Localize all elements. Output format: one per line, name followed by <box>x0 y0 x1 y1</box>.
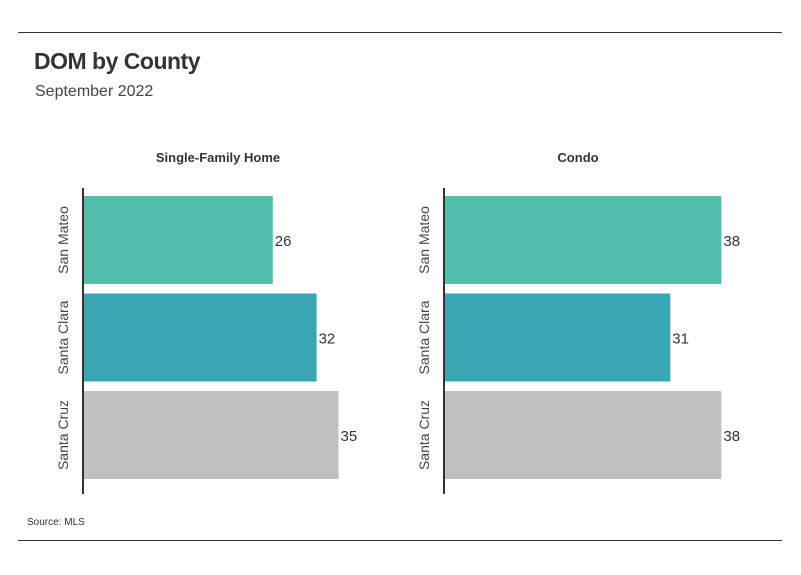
panel-title: Condo <box>557 150 598 165</box>
value-label-san-mateo: 38 <box>723 233 740 250</box>
category-label-santa-cruz: Santa Cruz <box>55 400 71 470</box>
bar-santa-cruz <box>444 391 722 479</box>
category-label-santa-cruz: Santa Cruz <box>416 400 432 470</box>
chart-title: DOM by County <box>34 48 201 74</box>
bar-santa-cruz <box>83 391 339 479</box>
bottom-rule <box>18 540 782 541</box>
chart-subtitle: September 2022 <box>35 83 154 100</box>
category-label-santa-clara: Santa Clara <box>55 300 71 374</box>
bar-santa-clara <box>444 293 671 382</box>
category-label-san-mateo: San Mateo <box>55 206 71 274</box>
bar-san-mateo <box>444 196 722 284</box>
panel-title: Single-Family Home <box>156 150 280 165</box>
category-label-santa-clara: Santa Clara <box>416 300 432 374</box>
value-label-santa-cruz: 38 <box>723 428 740 445</box>
top-rule <box>18 32 782 33</box>
value-label-santa-cruz: 35 <box>341 428 358 445</box>
bar-san-mateo <box>83 196 273 284</box>
category-label-san-mateo: San Mateo <box>416 206 432 274</box>
chart-panel-2: Condo 38 San Mateo 31 Santa Clara 38 Santa Cru… <box>416 150 740 494</box>
value-label-santa-clara: 32 <box>319 331 336 348</box>
value-label-santa-clara: 31 <box>672 331 689 348</box>
value-label-san-mateo: 26 <box>275 233 292 250</box>
chart-panel-1: Single-Family Home 26 San Mateo 32 Santa Cla… <box>55 150 357 494</box>
bar-santa-clara <box>83 293 317 382</box>
source-note: Source: MLS <box>27 517 85 528</box>
